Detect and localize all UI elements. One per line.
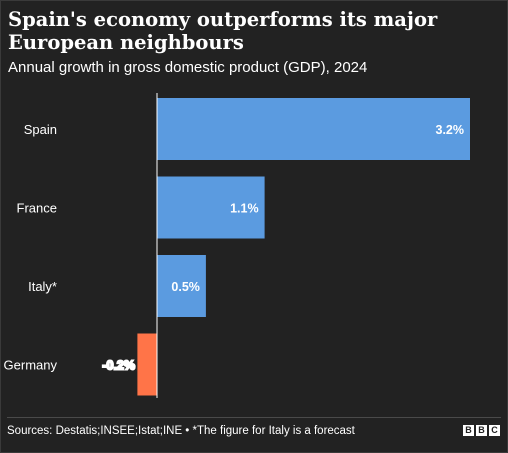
category-label: France: [17, 201, 57, 216]
category-label: Germany: [4, 358, 58, 373]
source-note: Sources: Destatis;INSEE;Istat;INE • *The…: [7, 425, 355, 437]
bar: [157, 176, 265, 239]
data-label: 0.5%: [171, 280, 200, 294]
data-label: 3.2%: [436, 123, 465, 137]
footer-divider: [7, 417, 501, 418]
chart-subtitle: Annual growth in gross domestic product …: [8, 59, 368, 76]
bbc-logo-letter: B: [463, 425, 474, 436]
bar: [157, 98, 470, 160]
data-label: 1.1%: [230, 202, 259, 216]
bar: [137, 333, 157, 396]
bbc-logo: B B C: [463, 425, 500, 436]
chart-title: Spain's economy outperforms its major Eu…: [8, 8, 438, 54]
data-label: -0.2%: [102, 359, 135, 373]
bbc-logo-letter: B: [476, 425, 487, 436]
category-label: Spain: [24, 122, 57, 137]
bbc-logo-letter: C: [489, 425, 500, 436]
bar: [157, 255, 206, 317]
category-label: Italy*: [28, 279, 57, 294]
